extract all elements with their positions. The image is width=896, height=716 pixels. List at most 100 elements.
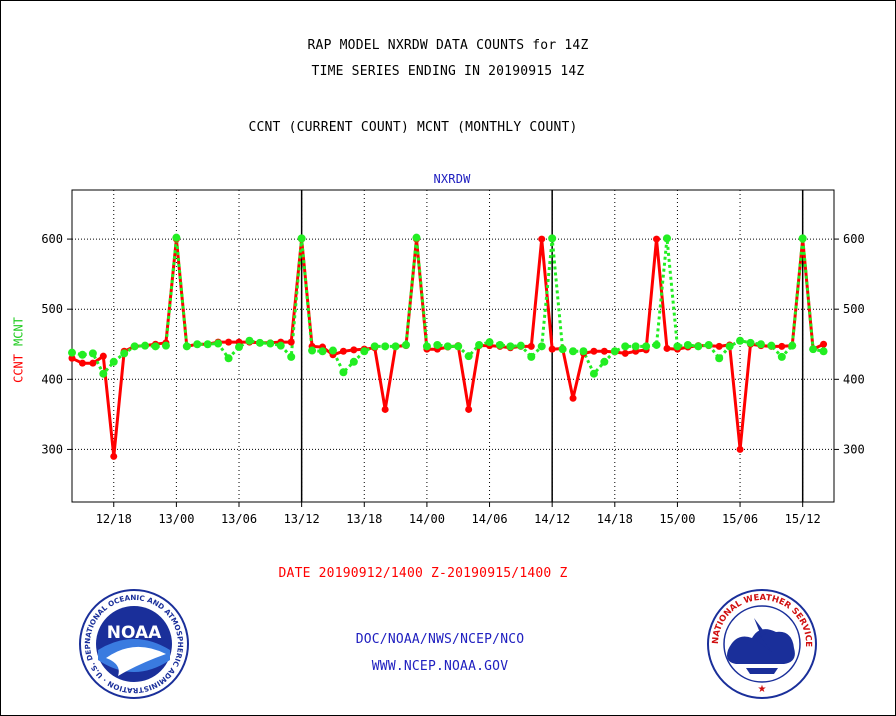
data-point-mcnt (756, 340, 765, 349)
y-tick-label-left: 400 (41, 372, 63, 386)
data-point-mcnt (736, 336, 745, 345)
nws-logo: ★ NATIONAL WEATHER SERVICE (707, 589, 817, 699)
data-point-mcnt (631, 342, 640, 351)
data-point-ccnt (590, 347, 598, 355)
plot-frame (71, 189, 835, 503)
data-point-mcnt (746, 338, 755, 347)
data-point-mcnt (161, 341, 170, 350)
data-point-mcnt (662, 234, 671, 243)
x-tick-label: 15/06 (722, 512, 758, 526)
title-line-3: CCNT (CURRENT COUNT) MCNT (MONTHLY COUNT… (248, 120, 578, 135)
data-point-mcnt (819, 347, 828, 356)
data-point-mcnt (777, 352, 786, 361)
data-point-mcnt (402, 340, 411, 349)
data-point-ccnt (287, 338, 295, 346)
data-point-ccnt (89, 359, 97, 367)
x-tick-label: 12/18 (96, 512, 132, 526)
data-point-mcnt (245, 336, 254, 345)
y-tick-label-left: 600 (41, 232, 63, 246)
x-tick-label: 13/06 (221, 512, 257, 526)
svg-text:NOAA: NOAA (107, 623, 162, 643)
data-point-mcnt (454, 342, 463, 351)
data-point-mcnt (506, 342, 515, 351)
data-point-mcnt (537, 342, 546, 351)
y-tick-label-left: 500 (41, 302, 63, 316)
svg-text:★: ★ (758, 684, 767, 695)
data-point-mcnt (339, 368, 348, 377)
data-point-mcnt (485, 338, 494, 347)
data-point-ccnt (110, 452, 118, 460)
data-point-ccnt (381, 405, 389, 413)
x-tick-label: 13/12 (284, 512, 320, 526)
data-point-mcnt (328, 346, 337, 355)
x-tick-label: 14/18 (597, 512, 633, 526)
data-point-mcnt (610, 347, 619, 356)
data-point-mcnt (725, 342, 734, 351)
data-point-mcnt (297, 234, 306, 243)
x-tick-label: 14/12 (534, 512, 570, 526)
data-point-mcnt (68, 348, 76, 357)
data-point-mcnt (548, 234, 557, 243)
data-point-mcnt (151, 342, 160, 351)
data-point-mcnt (109, 357, 118, 366)
data-point-mcnt (495, 340, 504, 349)
data-point-mcnt (78, 350, 87, 359)
data-point-ccnt (527, 342, 535, 350)
data-point-mcnt (370, 342, 379, 351)
data-point-mcnt (120, 349, 129, 358)
data-point-mcnt (255, 338, 264, 347)
data-point-mcnt (99, 369, 108, 378)
data-point-mcnt (193, 340, 202, 349)
y-tick-label-right: 400 (843, 372, 865, 386)
data-point-mcnt (214, 339, 223, 348)
data-point-mcnt (141, 341, 150, 350)
data-point-mcnt (788, 341, 797, 350)
date-range: DATE 20190912/1400 Z-20190915/1400 Z (278, 566, 568, 581)
data-point-ccnt (663, 344, 671, 352)
y-tick-label-right: 500 (843, 302, 865, 316)
data-point-mcnt (287, 352, 296, 361)
data-point-mcnt (767, 341, 776, 350)
data-point-ccnt (339, 347, 347, 355)
data-point-mcnt (182, 342, 191, 351)
data-point-mcnt (88, 349, 97, 358)
data-point-mcnt (130, 342, 139, 351)
data-point-mcnt (235, 343, 244, 352)
org-path-link[interactable]: DOC/NOAA/NWS/NCEP/NCO (355, 632, 525, 647)
data-point-ccnt (621, 349, 629, 357)
x-tick-label: 13/18 (346, 512, 382, 526)
data-point-mcnt (569, 347, 578, 356)
y-tick-label-right: 300 (843, 442, 865, 456)
y-tick-label-left: 300 (41, 442, 63, 456)
data-point-mcnt (422, 342, 431, 351)
data-point-mcnt (412, 233, 421, 242)
data-point-mcnt (224, 354, 233, 363)
data-point-mcnt (589, 369, 598, 378)
data-point-mcnt (360, 347, 369, 356)
data-point-mcnt (266, 339, 275, 348)
data-point-ccnt (538, 235, 546, 243)
data-point-ccnt (820, 340, 828, 348)
data-point-mcnt (600, 357, 609, 366)
data-point-mcnt (798, 234, 807, 243)
chart-title: NXRDW (433, 172, 471, 186)
data-point-ccnt (600, 347, 608, 355)
data-point-mcnt (203, 340, 212, 349)
series-line-mcnt (71, 236, 824, 376)
x-tick-label: 13/00 (158, 512, 194, 526)
y-tick-label-right: 600 (843, 232, 865, 246)
website-link[interactable]: WWW.NCEP.NOAA.GOV (371, 659, 509, 674)
x-tick-label: 14/00 (409, 512, 445, 526)
data-point-mcnt (381, 342, 390, 351)
data-point-ccnt (736, 445, 744, 453)
data-point-mcnt (642, 342, 651, 351)
data-point-mcnt (172, 233, 181, 242)
data-point-mcnt (683, 340, 692, 349)
data-point-mcnt (318, 347, 327, 356)
data-point-mcnt (308, 346, 317, 355)
data-point-ccnt (68, 354, 76, 362)
noaa-logo: NOAA NATIONAL OCEANIC AND ATMOSPHERIC AD… (78, 588, 189, 699)
data-point-mcnt (443, 342, 452, 351)
data-point-mcnt (715, 354, 724, 363)
